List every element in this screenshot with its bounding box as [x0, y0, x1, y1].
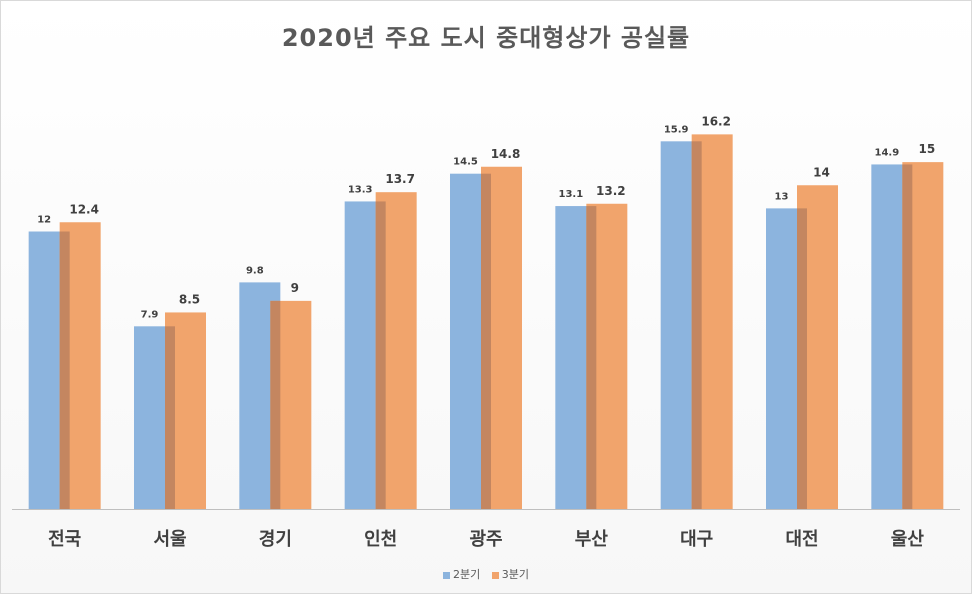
bar-overlap-4	[481, 173, 491, 509]
data-label-q3-3: 13.7	[385, 172, 415, 186]
x-tick-label-1: 서울	[153, 529, 186, 550]
x-tick-label-7: 대전	[785, 529, 818, 550]
data-label-q3-5: 13.2	[596, 184, 626, 198]
x-tick-label-0: 전국	[48, 529, 81, 550]
bar-overlap-0	[59, 231, 70, 509]
data-label-q3-2: 9	[291, 281, 299, 295]
bar-overlap-1	[165, 326, 175, 509]
x-tick-label-4: 광주	[469, 529, 502, 550]
legend-item-q3: 3분기	[491, 566, 529, 582]
bar-overlap-6	[691, 141, 702, 509]
bar-overlap-2	[270, 300, 281, 509]
bar-overlap-8	[902, 164, 913, 509]
data-label-q3-4: 14.8	[491, 147, 521, 161]
data-label-q2-6: 15.9	[664, 124, 689, 135]
data-label-q2-4: 14.5	[453, 157, 478, 168]
bar-overlap-7	[797, 208, 807, 509]
legend-label-q3: 3분기	[501, 568, 529, 581]
data-label-q3-6: 16.2	[701, 114, 731, 128]
x-tick-label-8: 울산	[891, 529, 925, 550]
data-label-q2-1: 7.9	[141, 309, 159, 320]
data-label-q2-8: 14.9	[874, 147, 899, 158]
x-tick-label-2: 경기	[259, 529, 292, 550]
legend-swatch-q2	[443, 571, 450, 579]
bar-overlap-5	[586, 206, 597, 509]
data-label-q2-2: 9.8	[246, 265, 264, 276]
data-label-q2-0: 12	[37, 215, 51, 226]
data-label-q3-0: 12.4	[69, 202, 99, 216]
x-tick-label-5: 부산	[575, 529, 609, 550]
data-label-q2-3: 13.3	[348, 184, 373, 195]
bar-overlap-3	[375, 201, 386, 509]
legend-item-q2: 2분기	[443, 566, 480, 582]
legend-swatch-q3	[491, 571, 499, 579]
legend: 2분기 3분기	[0, 566, 972, 582]
data-label-q2-5: 13.1	[558, 189, 583, 200]
data-label-q2-7: 13	[775, 191, 789, 202]
data-label-q3-1: 8.5	[179, 292, 200, 306]
data-label-q3-8: 15	[918, 142, 935, 156]
legend-label-q2: 2분기	[453, 568, 481, 581]
x-tick-label-6: 대구	[680, 529, 713, 550]
data-label-q3-7: 14	[813, 165, 830, 179]
x-tick-label-3: 인천	[364, 529, 397, 550]
chart-title: 2020년 주요 도시 중대형상가 공실률	[281, 24, 691, 52]
